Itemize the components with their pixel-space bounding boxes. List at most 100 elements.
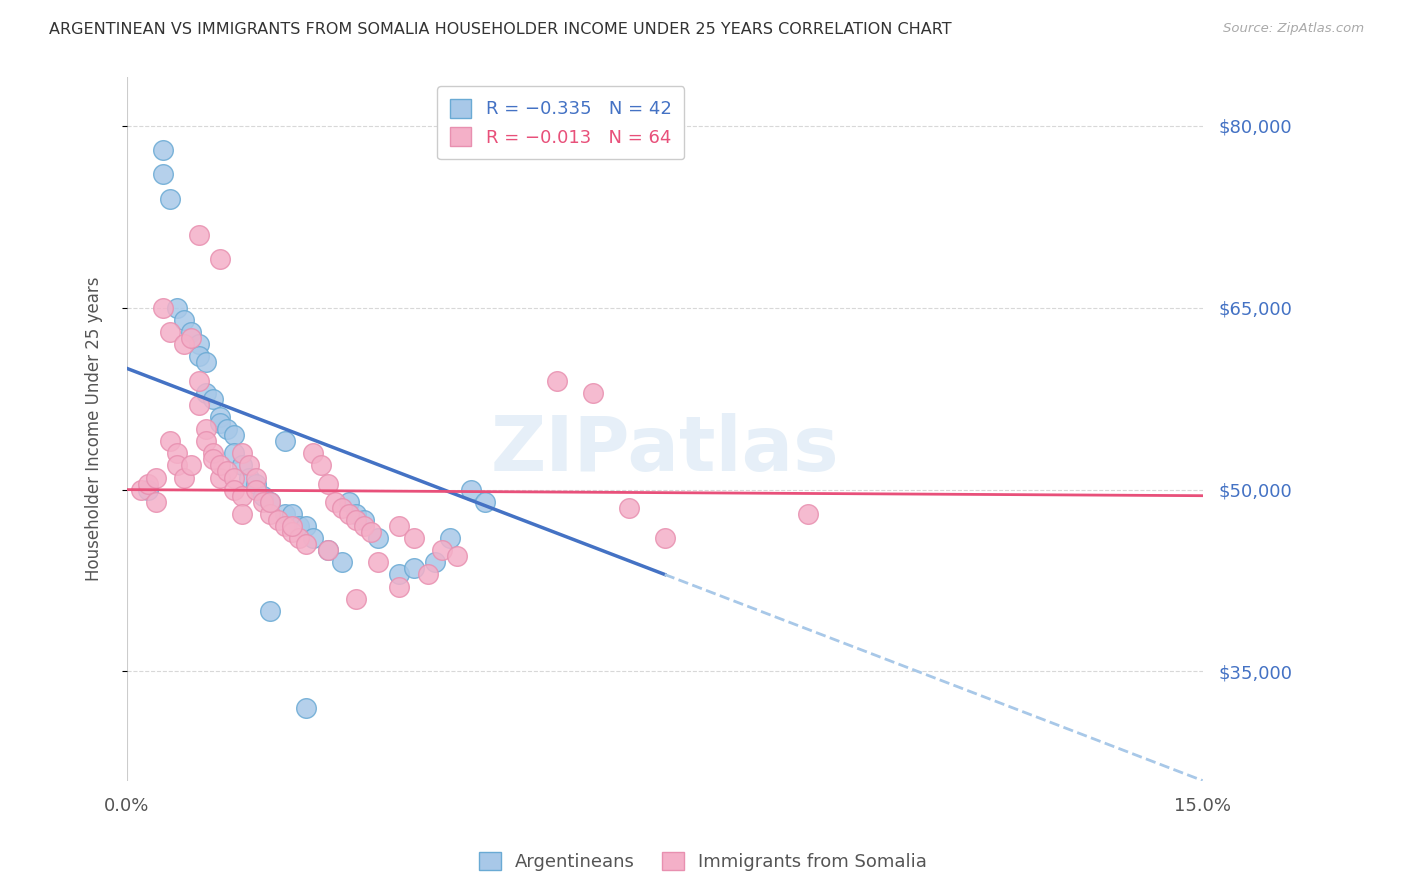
- Point: [295, 519, 318, 533]
- Point: [201, 392, 224, 406]
- Point: [166, 446, 188, 460]
- Point: [217, 422, 239, 436]
- Point: [173, 470, 195, 484]
- Point: [316, 543, 339, 558]
- Point: [474, 495, 496, 509]
- Point: [187, 228, 209, 243]
- Legend: R = −0.335   N = 42, R = −0.013   N = 64: R = −0.335 N = 42, R = −0.013 N = 64: [437, 87, 685, 160]
- Point: [425, 555, 447, 569]
- Point: [344, 513, 367, 527]
- Point: [187, 337, 209, 351]
- Point: [295, 701, 318, 715]
- Point: [138, 476, 160, 491]
- Point: [129, 483, 152, 497]
- Point: [432, 543, 454, 558]
- Point: [194, 385, 217, 400]
- Point: [546, 374, 568, 388]
- Point: [201, 452, 224, 467]
- Point: [231, 446, 253, 460]
- Point: [180, 458, 202, 473]
- Point: [152, 168, 174, 182]
- Point: [166, 301, 188, 315]
- Point: [209, 470, 232, 484]
- Point: [245, 483, 267, 497]
- Point: [259, 495, 281, 509]
- Point: [238, 470, 260, 484]
- Point: [446, 549, 468, 564]
- Point: [252, 495, 274, 509]
- Point: [266, 513, 288, 527]
- Point: [224, 428, 246, 442]
- Point: [416, 567, 439, 582]
- Point: [224, 446, 246, 460]
- Point: [273, 519, 295, 533]
- Point: [231, 489, 253, 503]
- Point: [187, 349, 209, 363]
- Point: [194, 434, 217, 449]
- Point: [281, 507, 304, 521]
- Point: [166, 458, 188, 473]
- Point: [194, 422, 217, 436]
- Point: [460, 483, 482, 497]
- Point: [259, 604, 281, 618]
- Point: [231, 458, 253, 473]
- Point: [209, 409, 232, 424]
- Point: [288, 531, 311, 545]
- Point: [173, 313, 195, 327]
- Point: [187, 398, 209, 412]
- Point: [224, 483, 246, 497]
- Point: [388, 580, 411, 594]
- Point: [330, 555, 353, 569]
- Point: [245, 476, 267, 491]
- Point: [654, 531, 676, 545]
- Point: [281, 524, 304, 539]
- Point: [295, 537, 318, 551]
- Point: [337, 507, 360, 521]
- Point: [273, 434, 295, 449]
- Point: [194, 355, 217, 369]
- Point: [224, 470, 246, 484]
- Point: [402, 561, 425, 575]
- Point: [617, 500, 640, 515]
- Point: [302, 446, 325, 460]
- Point: [252, 489, 274, 503]
- Point: [316, 476, 339, 491]
- Point: [797, 507, 820, 521]
- Point: [201, 446, 224, 460]
- Point: [344, 591, 367, 606]
- Point: [288, 519, 311, 533]
- Point: [388, 567, 411, 582]
- Point: [439, 531, 461, 545]
- Point: [259, 495, 281, 509]
- Text: ARGENTINEAN VS IMMIGRANTS FROM SOMALIA HOUSEHOLDER INCOME UNDER 25 YEARS CORRELA: ARGENTINEAN VS IMMIGRANTS FROM SOMALIA H…: [49, 22, 952, 37]
- Point: [302, 531, 325, 545]
- Point: [388, 519, 411, 533]
- Point: [159, 325, 181, 339]
- Point: [259, 507, 281, 521]
- Point: [330, 500, 353, 515]
- Point: [245, 470, 267, 484]
- Point: [152, 301, 174, 315]
- Point: [367, 531, 389, 545]
- Point: [209, 416, 232, 430]
- Point: [309, 458, 332, 473]
- Point: [152, 143, 174, 157]
- Point: [360, 524, 382, 539]
- Point: [273, 507, 295, 521]
- Point: [367, 555, 389, 569]
- Point: [209, 458, 232, 473]
- Point: [145, 495, 167, 509]
- Y-axis label: Householder Income Under 25 years: Householder Income Under 25 years: [86, 277, 103, 582]
- Point: [316, 543, 339, 558]
- Text: Source: ZipAtlas.com: Source: ZipAtlas.com: [1223, 22, 1364, 36]
- Point: [231, 507, 253, 521]
- Point: [145, 470, 167, 484]
- Point: [217, 465, 239, 479]
- Point: [180, 325, 202, 339]
- Point: [159, 434, 181, 449]
- Point: [138, 483, 160, 497]
- Point: [582, 385, 605, 400]
- Point: [173, 337, 195, 351]
- Legend: Argentineans, Immigrants from Somalia: Argentineans, Immigrants from Somalia: [472, 845, 934, 879]
- Point: [238, 458, 260, 473]
